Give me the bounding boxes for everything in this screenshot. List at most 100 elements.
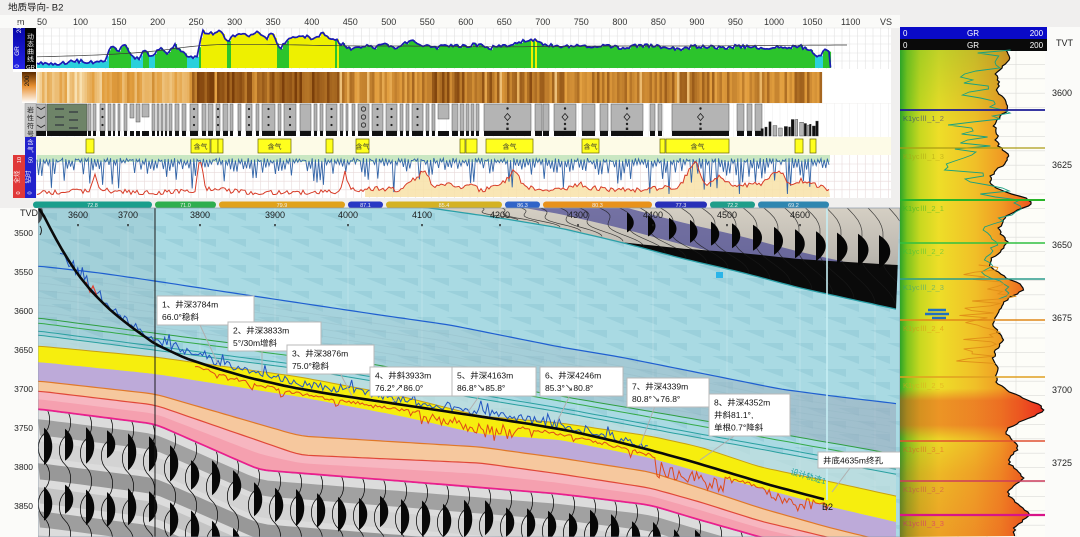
svg-text:10: 10	[17, 157, 23, 163]
svg-text:_2_3: _2_3	[926, 283, 944, 292]
svg-text:4200: 4200	[490, 210, 510, 220]
svg-text:4635m: 4635m	[840, 456, 866, 466]
svg-text:K1yc: K1yc	[903, 204, 920, 213]
svg-text:450: 450	[343, 17, 358, 27]
svg-text:3933m: 3933m	[405, 371, 431, 381]
svg-text:K1yc: K1yc	[903, 114, 920, 123]
svg-text:5: 5	[457, 371, 462, 381]
svg-text:200: 200	[24, 75, 31, 86]
svg-text:3700: 3700	[14, 384, 33, 394]
svg-text:GR: GR	[967, 29, 979, 38]
svg-text:3750: 3750	[14, 423, 33, 433]
svg-text:- B2: - B2	[46, 3, 63, 14]
svg-text:3700: 3700	[1052, 385, 1072, 395]
svg-text:76.8°: 76.8°	[660, 394, 680, 404]
svg-text:66.0°: 66.0°	[162, 312, 182, 322]
svg-text:TVD: TVD	[20, 208, 39, 218]
svg-text:_2_5: _2_5	[926, 381, 944, 390]
svg-text:80.8°: 80.8°	[573, 383, 593, 393]
svg-text:4400: 4400	[643, 210, 663, 220]
svg-text:85.8°: 85.8°	[485, 383, 505, 393]
svg-text:_1_3: _1_3	[926, 152, 944, 161]
svg-text:72.8: 72.8	[87, 203, 98, 209]
svg-text:_2_2: _2_2	[926, 247, 944, 256]
svg-text:3500: 3500	[14, 228, 33, 238]
svg-text:300: 300	[227, 17, 242, 27]
svg-text:200: 200	[150, 17, 165, 27]
svg-text:800: 800	[612, 17, 627, 27]
svg-text:85.3°: 85.3°	[545, 383, 565, 393]
svg-text:K1yc: K1yc	[903, 445, 920, 454]
svg-text:3600: 3600	[68, 210, 88, 220]
svg-text:K1yc: K1yc	[903, 485, 920, 494]
svg-text:200: 200	[1030, 29, 1044, 38]
svg-text:1: 1	[162, 300, 167, 310]
svg-text:_3_1: _3_1	[926, 445, 944, 454]
svg-text:3700: 3700	[118, 210, 138, 220]
svg-text:_1_2: _1_2	[926, 114, 944, 123]
svg-text:3876m: 3876m	[322, 349, 348, 359]
svg-text:3850: 3850	[14, 501, 33, 511]
svg-text:m: m	[17, 17, 25, 27]
svg-text:600: 600	[458, 17, 473, 27]
svg-text:3: 3	[292, 349, 297, 359]
svg-text:850: 850	[651, 17, 666, 27]
svg-text:4600: 4600	[790, 210, 810, 220]
svg-text:4352m: 4352m	[744, 398, 770, 408]
svg-text:900: 900	[689, 17, 704, 27]
svg-text:4100: 4100	[412, 210, 432, 220]
svg-text:GR: GR	[14, 46, 21, 56]
svg-text:3650: 3650	[1052, 240, 1072, 250]
svg-text:81.1°,: 81.1°,	[731, 410, 753, 420]
svg-text:3625: 3625	[1052, 160, 1072, 170]
svg-text:77.3: 77.3	[676, 203, 687, 209]
svg-text:5°/30m: 5°/30m	[233, 338, 260, 348]
svg-text:2: 2	[233, 326, 238, 336]
svg-text:K1yc: K1yc	[903, 152, 920, 161]
svg-text:K1yc: K1yc	[903, 519, 920, 528]
svg-text:69.2: 69.2	[788, 203, 799, 209]
svg-text:350: 350	[266, 17, 281, 27]
svg-text:4: 4	[375, 371, 380, 381]
svg-text:4246m: 4246m	[575, 371, 601, 381]
svg-text:0: 0	[903, 41, 908, 50]
svg-text:86.0°: 86.0°	[403, 383, 423, 393]
svg-text:0: 0	[28, 191, 34, 194]
svg-text:80.3: 80.3	[592, 203, 603, 209]
svg-text:72.2: 72.2	[727, 203, 738, 209]
svg-text:0: 0	[16, 191, 22, 194]
svg-text:4339m: 4339m	[662, 382, 688, 392]
svg-text:150: 150	[112, 17, 127, 27]
svg-text:3833m: 3833m	[263, 326, 289, 336]
svg-text:1100: 1100	[841, 17, 860, 27]
svg-text:B2: B2	[822, 502, 833, 512]
svg-text:_2_4: _2_4	[926, 324, 944, 333]
svg-text:50: 50	[29, 157, 35, 163]
svg-text:550: 550	[420, 17, 435, 27]
svg-text:0.7°: 0.7°	[731, 423, 746, 433]
svg-text:_3_3: _3_3	[926, 519, 944, 528]
svg-text:1: 1	[820, 476, 827, 486]
svg-text:4000: 4000	[338, 210, 358, 220]
svg-text:3675: 3675	[1052, 313, 1072, 323]
svg-text:3725: 3725	[1052, 458, 1072, 468]
svg-text:750: 750	[574, 17, 589, 27]
svg-text:8: 8	[714, 398, 719, 408]
svg-text:0: 0	[903, 29, 908, 38]
svg-text:K1yc: K1yc	[903, 381, 920, 390]
svg-text:75.0°: 75.0°	[292, 361, 312, 371]
svg-text:6: 6	[545, 371, 550, 381]
svg-text:3784m: 3784m	[192, 300, 218, 310]
svg-text:85.4: 85.4	[439, 203, 450, 209]
svg-text:4300: 4300	[568, 210, 588, 220]
svg-text:71.0: 71.0	[180, 203, 191, 209]
svg-text:K1yc: K1yc	[903, 324, 920, 333]
svg-text:1000: 1000	[764, 17, 784, 27]
svg-text:3800: 3800	[190, 210, 210, 220]
svg-text:87.1: 87.1	[360, 203, 371, 209]
svg-text:500: 500	[381, 17, 396, 27]
svg-text:3600: 3600	[1052, 88, 1072, 98]
svg-text:TVT: TVT	[1056, 38, 1074, 48]
svg-text:86.3: 86.3	[517, 203, 528, 209]
svg-text:VS: VS	[880, 17, 892, 27]
